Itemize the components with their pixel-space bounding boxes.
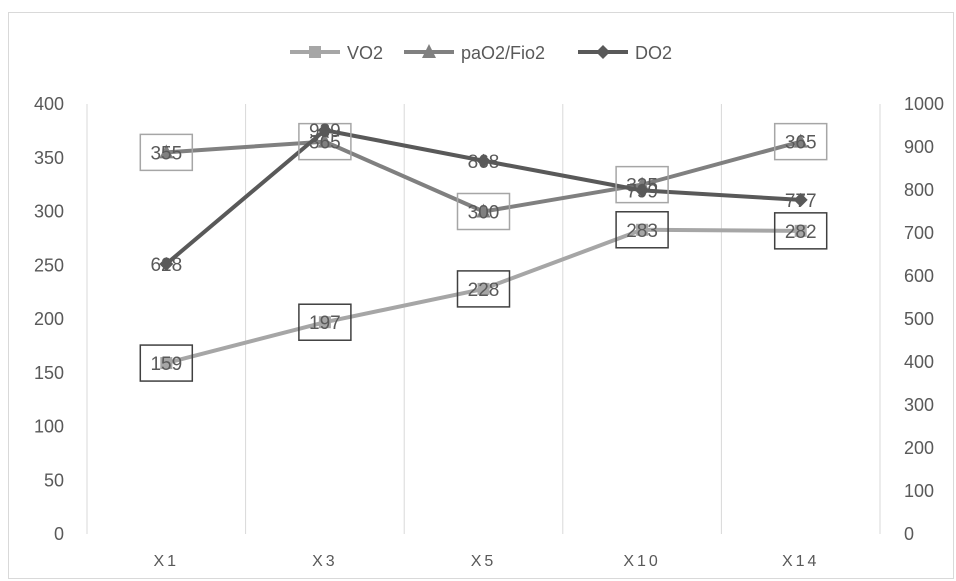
- vo2-label-box: [773, 212, 828, 250]
- y-right-tick-label: 700: [904, 223, 934, 243]
- do2-data-label: 939: [309, 121, 341, 142]
- pao2-fio2-data-label: 365: [785, 133, 817, 154]
- pao2-fio2-marker: [159, 144, 174, 159]
- y-left-tick-label: 150: [34, 363, 64, 383]
- x-tick-label: X5: [471, 553, 497, 570]
- do2-marker: [476, 153, 491, 168]
- do2-data-label: 777: [785, 191, 817, 212]
- y-right-tick-label: 500: [904, 309, 934, 329]
- vo2-marker: [318, 316, 331, 329]
- do2-marker: [793, 192, 808, 207]
- vo2-data-label: 197: [309, 313, 341, 334]
- y-left-tick-label: 100: [34, 417, 64, 437]
- legend-marker-pao2-fio2: [422, 44, 436, 58]
- vo2-label-box: [298, 303, 352, 341]
- y-right-tick-label: 0: [904, 524, 914, 544]
- legend-marker-do2: [596, 45, 610, 59]
- x-tick-label: X14: [782, 553, 819, 570]
- vo2-marker: [636, 223, 649, 236]
- pao2-fio2-data-label: 300: [468, 203, 500, 224]
- x-tick-label: X1: [154, 553, 180, 570]
- pao2-fio2-data-label: 365: [309, 133, 341, 154]
- vo2-data-label: 283: [626, 221, 658, 242]
- y-right-tick-label: 1000: [904, 94, 944, 114]
- y-left-tick-label: 300: [34, 202, 64, 222]
- legend-marker-vo2: [309, 46, 321, 58]
- y-left-tick-label: 50: [44, 470, 64, 490]
- y-left-tick-label: 250: [34, 255, 64, 275]
- y-right-tick-label: 300: [904, 395, 934, 415]
- y-right-tick-label: 800: [904, 180, 934, 200]
- pao2-fio2-data-label: 325: [626, 176, 658, 197]
- vo2-marker: [794, 224, 807, 237]
- vo2-label-box: [139, 344, 194, 382]
- y-left-tick-label: 0: [54, 524, 64, 544]
- y-left-tick-label: 350: [34, 148, 64, 168]
- vo2-data-label: 228: [468, 280, 500, 301]
- legend-label-vo2: VO2: [347, 43, 383, 63]
- do2-marker: [159, 256, 174, 271]
- pao2-fio2-marker: [793, 133, 808, 148]
- pao2-fio2-label-box: [139, 133, 194, 172]
- vo2-data-label: 159: [150, 354, 182, 375]
- vo2-marker: [477, 282, 490, 295]
- y-left-tick-label: 400: [34, 94, 64, 114]
- do2-data-label: 868: [468, 152, 500, 173]
- y-right-tick-label: 900: [904, 137, 934, 157]
- vo2-label-box: [615, 211, 669, 249]
- pao2-fio2-label-box: [456, 192, 511, 231]
- vo2-label-box: [456, 270, 511, 308]
- pao2-fio2-label-box: [773, 122, 828, 161]
- pao2-fio2-data-label: 355: [150, 143, 182, 164]
- y-right-tick-label: 600: [904, 266, 934, 286]
- y-right-tick-label: 200: [904, 438, 934, 458]
- vo2-marker: [160, 357, 173, 370]
- pao2-fio2-label-box: [615, 165, 669, 204]
- do2-data-label: 799: [626, 181, 658, 202]
- do2-data-label: 628: [150, 255, 182, 276]
- y-right-tick-label: 100: [904, 481, 934, 501]
- series-line-do2: [165, 128, 801, 266]
- y-right-tick-label: 400: [904, 352, 934, 372]
- pao2-fio2-marker: [476, 203, 491, 218]
- vo2-data-label: 282: [785, 222, 817, 243]
- x-tick-label: X3: [312, 553, 338, 570]
- pao2-fio2-label-box: [298, 122, 352, 161]
- legend-label-pao2-fio2: paO2/Fio2: [461, 43, 545, 63]
- do2-marker: [317, 123, 332, 138]
- y-left-tick-label: 200: [34, 309, 64, 329]
- legend-label-do2: DO2: [635, 43, 672, 63]
- x-tick-label: X10: [623, 553, 660, 570]
- pao2-fio2-marker: [317, 133, 332, 148]
- do2-marker: [635, 183, 650, 198]
- chart-border: [8, 12, 954, 579]
